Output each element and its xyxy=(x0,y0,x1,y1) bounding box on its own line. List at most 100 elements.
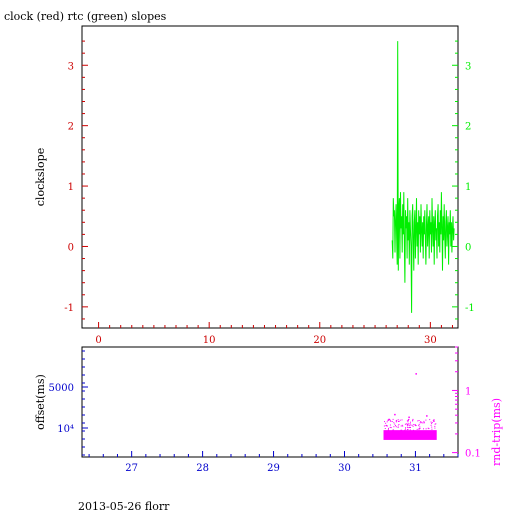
rndtrip-point xyxy=(384,428,386,429)
rndtrip-point xyxy=(397,421,399,422)
rndtrip-point xyxy=(384,421,385,423)
offset-ticks: 27 28 29 30 31 5000 10⁴ 1 0.1 xyxy=(49,346,481,474)
rndtrip-point xyxy=(391,421,393,422)
y-tick-label: 10⁴ xyxy=(57,424,74,435)
rndtrip-point xyxy=(406,425,408,427)
rndtrip-point xyxy=(421,422,423,424)
rndtrip-point xyxy=(395,426,397,428)
rndtrip-point xyxy=(430,424,432,426)
rndtrip-point xyxy=(417,420,419,422)
x-tick-label: 10 xyxy=(203,335,216,346)
rndtrip-band xyxy=(383,430,437,440)
rndtrip-point xyxy=(386,425,388,427)
rndtrip-point xyxy=(397,427,399,428)
y-tick-label-right: -1 xyxy=(465,303,475,314)
rndtrip-point xyxy=(413,424,415,425)
rndtrip-point xyxy=(407,424,409,426)
rndtrip-outlier xyxy=(415,373,417,375)
y-tick-label: 1 xyxy=(68,182,74,193)
rndtrip-point xyxy=(411,424,413,426)
rndtrip-point xyxy=(418,425,420,427)
rndtrip-point xyxy=(410,427,411,428)
rndtrip-point xyxy=(387,429,389,431)
y-tick-label-right: 1 xyxy=(465,386,471,397)
rndtrip-point xyxy=(400,425,402,427)
rndtrip-point xyxy=(430,421,432,423)
chart-title: clock (red) rtc (green) slopes xyxy=(4,10,167,23)
rndtrip-point xyxy=(398,420,400,422)
rndtrip-point xyxy=(405,427,407,429)
rndtrip-point xyxy=(409,423,411,425)
rndtrip-point xyxy=(407,427,409,428)
rndtrip-point xyxy=(389,426,391,428)
rndtrip-point xyxy=(413,429,414,431)
rndtrip-point xyxy=(431,428,433,430)
rndtrip-outlier xyxy=(408,416,410,419)
rndtrip-point xyxy=(423,428,424,430)
rndtrip-point xyxy=(431,426,433,428)
rndtrip-point xyxy=(421,421,423,423)
rndtrip-point xyxy=(407,428,409,430)
rndtrip-point xyxy=(418,423,420,425)
offset-plot-frame xyxy=(81,346,459,458)
rndtrip-point xyxy=(412,418,414,420)
rndtrip-point xyxy=(419,422,421,424)
rndtrip-point xyxy=(408,424,410,426)
rndtrip-point xyxy=(390,420,392,422)
rndtrip-point xyxy=(406,429,408,431)
rndtrip-point xyxy=(397,419,399,421)
rndtrip-point xyxy=(415,425,417,427)
rndtrip-point xyxy=(401,419,403,421)
rndtrip-point xyxy=(392,418,394,420)
rndtrip-point xyxy=(429,419,431,421)
rndtrip-point xyxy=(404,423,406,425)
rndtrip-point xyxy=(405,423,407,425)
rndtrip-point xyxy=(433,419,435,421)
rndtrip-point xyxy=(427,427,429,429)
x-tick-label: 31 xyxy=(409,463,422,474)
rndtrip-point xyxy=(431,422,433,423)
rndtrip-point xyxy=(406,420,408,422)
slope-ticks: 0 10 20 30 -1 -1 0 0 1 1 2 2 3 3 xyxy=(64,40,475,346)
rndtrip-point xyxy=(401,429,403,431)
rndtrip-point xyxy=(390,427,392,429)
offset-ylabel: offset(ms) xyxy=(34,374,47,430)
rndtrip-point xyxy=(394,423,396,425)
rndtrip-point xyxy=(387,429,389,431)
rndtrip-point xyxy=(404,429,406,431)
rndtrip-outlier xyxy=(388,418,390,421)
rndtrip-point xyxy=(383,425,385,427)
rndtrip-point xyxy=(399,419,401,421)
x-tick-label: 29 xyxy=(267,463,280,474)
rndtrip-point xyxy=(410,421,411,423)
rndtrip-point xyxy=(408,418,410,420)
rndtrip-point xyxy=(412,420,414,422)
rndtrip-point xyxy=(419,426,421,428)
rndtrip-point xyxy=(388,427,389,429)
rndtrip-point xyxy=(418,429,420,431)
y-tick-label-right: 1 xyxy=(465,182,471,193)
rndtrip-point xyxy=(405,428,406,430)
y-tick-label-right: 0.1 xyxy=(465,449,481,460)
x-tick-label: 0 xyxy=(95,335,101,346)
x-tick-label: 28 xyxy=(196,463,209,474)
rndtrip-point xyxy=(412,419,414,421)
y-tick-label-right: 3 xyxy=(465,61,471,72)
y-tick-label: 3 xyxy=(68,61,74,72)
rndtrip-point xyxy=(425,428,427,430)
rtc-slope-line xyxy=(391,41,455,313)
rndtrip-outlier xyxy=(426,415,428,417)
rndtrip-point xyxy=(398,424,400,425)
slope-series xyxy=(391,41,455,313)
offset-series xyxy=(383,373,437,440)
rndtrip-point xyxy=(423,420,425,422)
rndtrip-point xyxy=(392,430,394,432)
x-tick-label: 30 xyxy=(338,463,351,474)
rndtrip-point xyxy=(395,425,396,427)
rndtrip-point xyxy=(407,423,409,425)
x-tick-label: 27 xyxy=(125,463,138,474)
rndtrip-point xyxy=(409,429,411,431)
rndtrip-point xyxy=(419,427,421,429)
rndtrip-point xyxy=(423,422,425,424)
x-tick-label: 30 xyxy=(424,335,437,346)
